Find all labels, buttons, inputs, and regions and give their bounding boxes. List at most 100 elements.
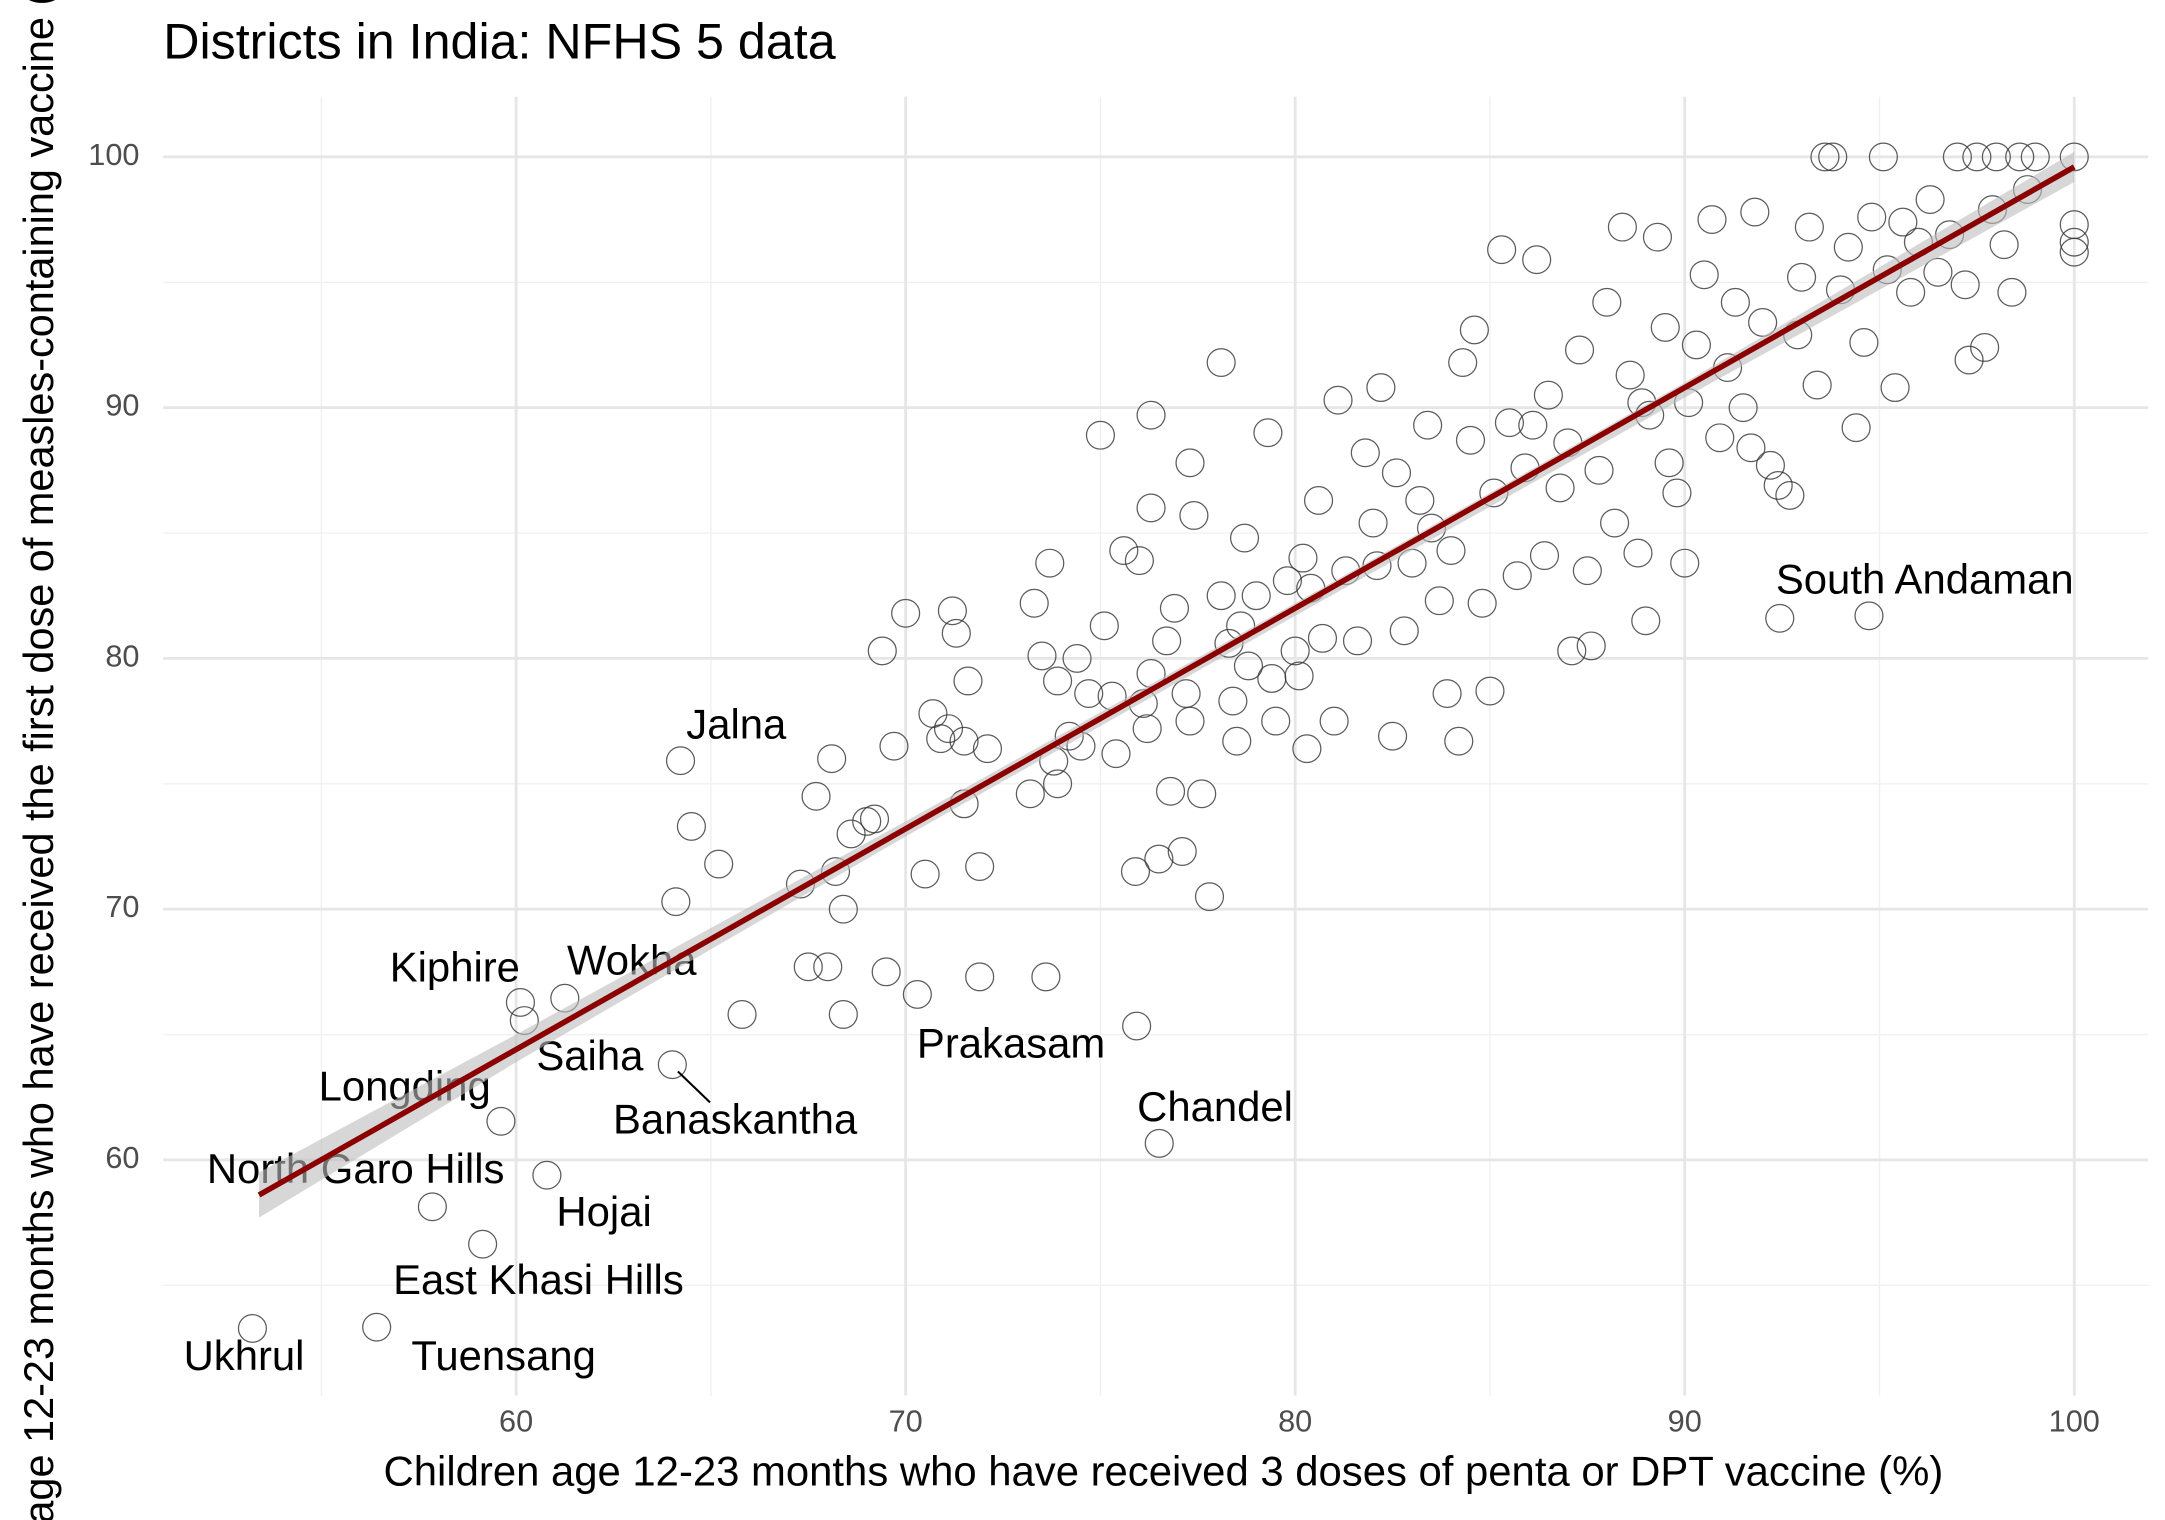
point — [918, 699, 948, 729]
point — [1662, 478, 1692, 508]
point — [1962, 142, 1992, 172]
point — [1502, 561, 1532, 591]
y-tick-label: 60 — [105, 1141, 139, 1175]
point — [1841, 413, 1871, 443]
point — [2059, 237, 2089, 267]
point — [1350, 438, 1380, 468]
point — [871, 957, 901, 987]
point — [661, 887, 691, 917]
point — [1124, 546, 1154, 576]
point — [1763, 470, 1793, 500]
x-axis-label: Children age 12-23 months who have recei… — [384, 1448, 1944, 1495]
point — [1459, 315, 1489, 345]
point — [1222, 726, 1252, 756]
confidence-band — [259, 151, 2075, 1218]
point — [953, 666, 983, 696]
chart-title: Districts in India: NFHS 5 data — [163, 14, 836, 70]
point-label: Hojai — [556, 1188, 651, 1235]
point — [1405, 486, 1435, 515]
point — [1155, 776, 1186, 806]
point — [1522, 245, 1552, 275]
point-label: Banaskantha — [613, 1096, 858, 1143]
point — [1152, 626, 1182, 656]
point — [1136, 400, 1166, 430]
point — [1880, 373, 1910, 403]
point — [1179, 501, 1209, 530]
point — [1818, 142, 1848, 172]
point — [1272, 566, 1302, 596]
point — [468, 1229, 498, 1259]
point — [972, 734, 1003, 764]
point — [532, 1160, 562, 1190]
point — [1042, 769, 1073, 799]
point — [1954, 345, 1984, 375]
point — [1292, 734, 1322, 764]
point — [1600, 508, 1630, 538]
point — [1307, 623, 1338, 653]
point — [949, 726, 979, 756]
point — [1144, 844, 1174, 874]
x-tick-label: 90 — [1668, 1404, 1702, 1438]
point — [1854, 601, 1884, 631]
point — [1229, 523, 1260, 553]
point — [859, 804, 890, 834]
point-label: Chandel — [1137, 1083, 1293, 1130]
point — [1494, 408, 1525, 438]
point — [1432, 679, 1462, 708]
point — [1557, 636, 1587, 666]
point — [1136, 493, 1166, 523]
point — [1849, 328, 1879, 357]
point — [1253, 418, 1283, 448]
point — [1997, 277, 2027, 307]
point — [1736, 433, 1766, 463]
point-label: Jalna — [686, 701, 787, 748]
point — [1868, 142, 1898, 172]
point — [665, 746, 696, 776]
point — [1175, 706, 1205, 736]
point — [1529, 541, 1560, 571]
trend-line — [257, 164, 2076, 1198]
point — [1615, 360, 1645, 390]
point — [1888, 207, 1918, 237]
point — [1950, 270, 1980, 300]
point — [2005, 142, 2035, 172]
point — [1518, 410, 1548, 440]
point — [1705, 423, 1735, 453]
point — [817, 744, 847, 774]
y-tick-label: 100 — [88, 138, 139, 172]
point — [1436, 536, 1466, 566]
point — [828, 1000, 858, 1029]
point — [1857, 202, 1887, 232]
point — [1794, 212, 1824, 242]
point — [926, 724, 956, 754]
point — [1448, 348, 1478, 377]
point — [1592, 287, 1622, 317]
point — [1257, 664, 1287, 693]
point — [1241, 581, 1271, 611]
point — [1475, 676, 1505, 706]
y-axis-label: Children age 12-23 months who have recei… — [15, 0, 62, 1520]
point — [362, 1312, 392, 1342]
point — [505, 988, 535, 1017]
point — [727, 1000, 757, 1029]
point — [1607, 212, 1637, 242]
point — [1487, 235, 1517, 265]
point — [676, 811, 706, 841]
point — [1280, 636, 1310, 666]
point — [704, 849, 734, 879]
point — [1132, 714, 1162, 744]
y-tick-label: 80 — [105, 640, 139, 674]
point — [1564, 335, 1595, 365]
point-label: South Andaman — [1776, 556, 2074, 603]
point — [1748, 307, 1778, 337]
point — [1206, 581, 1236, 611]
point — [1455, 425, 1486, 455]
point — [1970, 333, 2000, 362]
point — [1027, 641, 1057, 671]
point — [1740, 197, 1770, 227]
point — [1042, 666, 1073, 696]
point — [1572, 556, 1602, 586]
point — [1031, 962, 1061, 992]
point — [1755, 450, 1785, 480]
point — [1631, 606, 1661, 636]
